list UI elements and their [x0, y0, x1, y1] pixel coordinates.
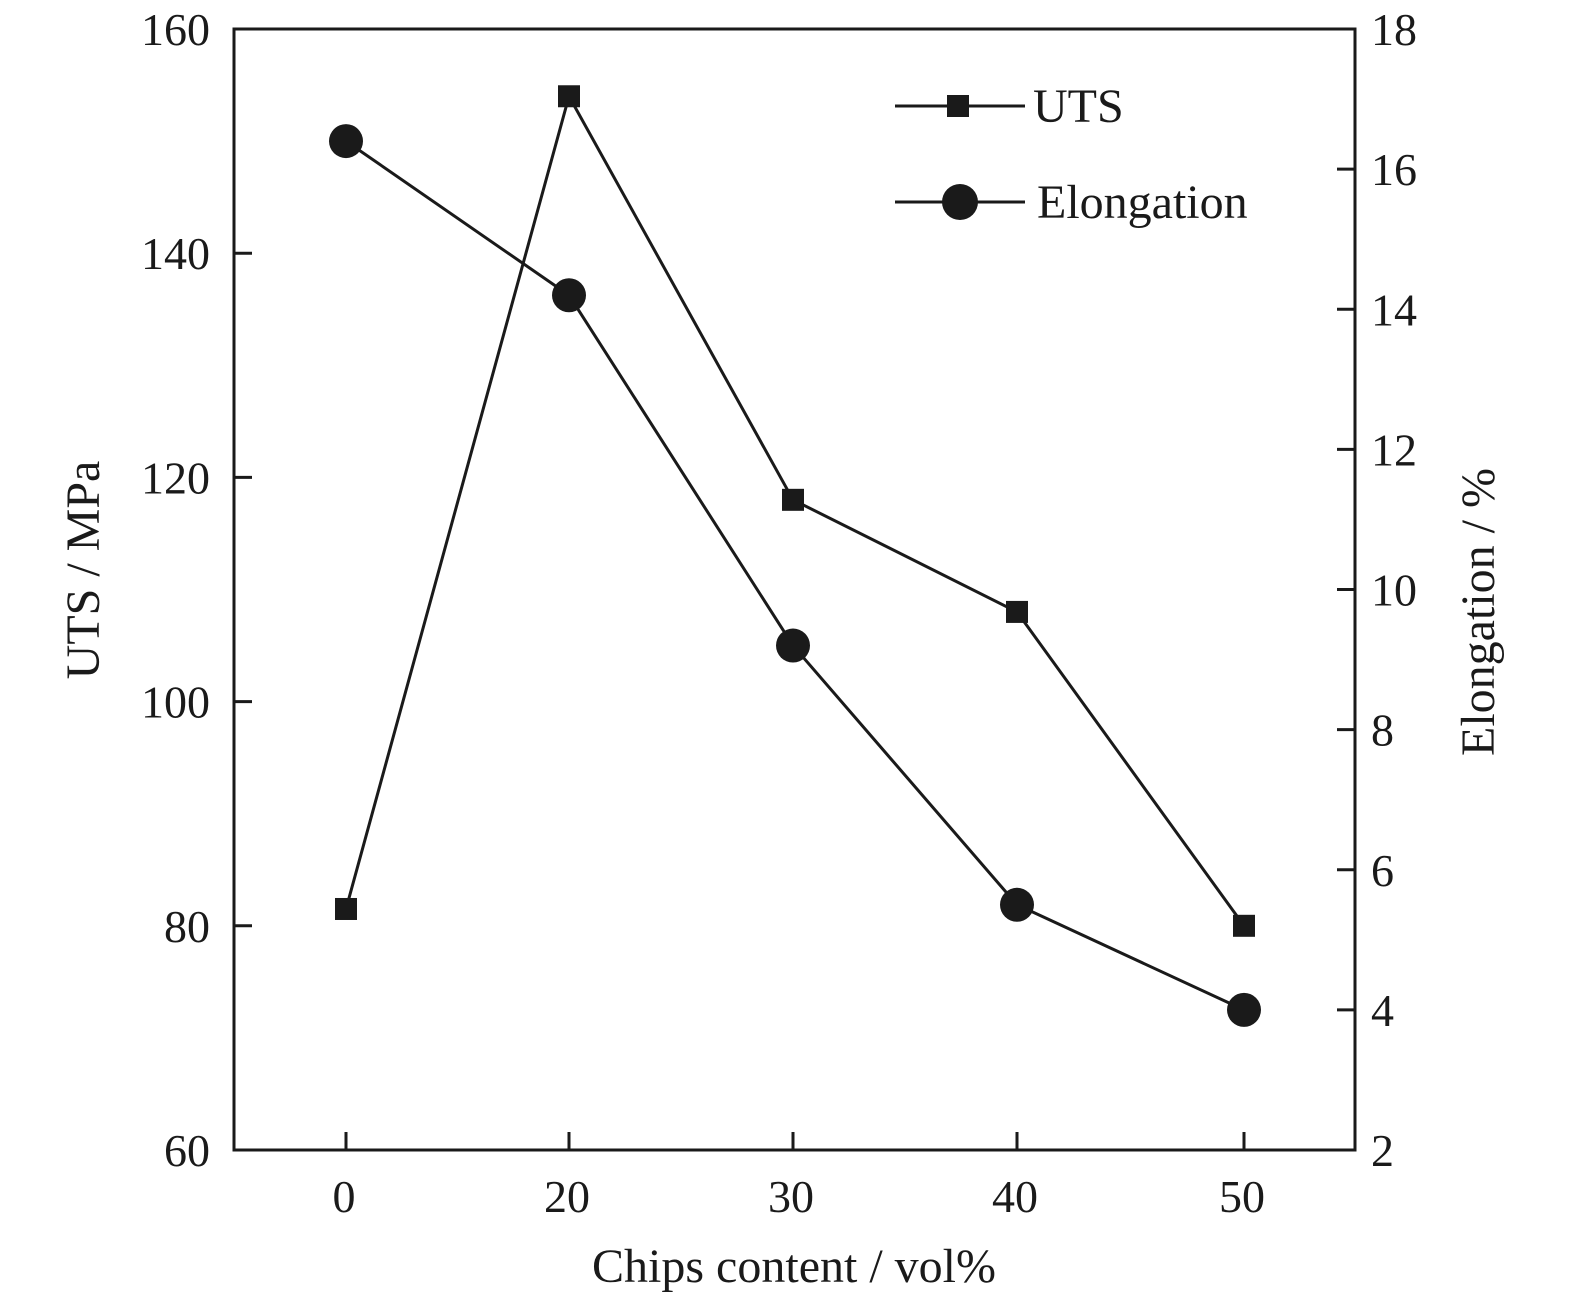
- uts-point: [782, 488, 804, 511]
- right-tick-label: 8: [1371, 705, 1394, 756]
- left-tick-label: 140: [141, 228, 210, 279]
- right-tick-label: 4: [1371, 985, 1394, 1036]
- legend: UTS Elongation: [895, 80, 1248, 229]
- right-tick-label: 2: [1371, 1125, 1394, 1176]
- right-axis-ticks: 2 4 6 8 10 12 14 16 18: [1337, 4, 1417, 1176]
- x-tick-label: 20: [544, 1171, 590, 1222]
- left-tick-label: 120: [141, 452, 210, 503]
- x-axis-title: Chips content / vol%: [592, 1240, 996, 1293]
- right-tick-label: 6: [1371, 845, 1394, 896]
- x-tick-label: 50: [1219, 1171, 1265, 1222]
- elongation-line: [345, 139, 1245, 1012]
- legend-elongation-marker: [942, 184, 978, 220]
- x-tick-label: 40: [992, 1171, 1038, 1222]
- uts-point: [1006, 600, 1028, 623]
- series-layer: [329, 85, 1261, 1027]
- left-axis-ticks: 60 80 100 120 140 160: [141, 4, 252, 1176]
- right-tick-label: 14: [1371, 284, 1417, 335]
- left-axis-title: UTS / MPa: [57, 461, 110, 680]
- elongation-point: [776, 628, 810, 663]
- left-tick-label: 60: [164, 1125, 210, 1176]
- x-tick-label: 30: [768, 1171, 814, 1222]
- left-tick-label: 160: [141, 4, 210, 55]
- elongation-point: [1000, 887, 1034, 922]
- left-tick-label: 100: [141, 677, 210, 728]
- x-axis-ticks: 0 20 30 40 50: [333, 1132, 1265, 1222]
- right-tick-label: 10: [1371, 565, 1417, 616]
- elongation-point: [1227, 992, 1261, 1027]
- x-tick-label: 0: [333, 1171, 356, 1222]
- right-axis-title: Elongation / %: [1452, 468, 1505, 756]
- legend-entry-uts: UTS: [895, 80, 1124, 133]
- legend-uts-marker: [947, 95, 969, 117]
- legend-uts-label: UTS: [1033, 80, 1124, 133]
- elongation-point: [552, 278, 586, 313]
- right-tick-label: 16: [1371, 144, 1417, 195]
- legend-elongation-label: Elongation: [1037, 176, 1248, 229]
- uts-point: [1233, 914, 1255, 937]
- elongation-point: [329, 124, 363, 159]
- left-tick-label: 80: [164, 901, 210, 952]
- legend-entry-elongation: Elongation: [895, 176, 1248, 229]
- uts-point: [335, 897, 357, 920]
- right-tick-label: 18: [1371, 4, 1417, 55]
- right-tick-label: 12: [1371, 424, 1417, 475]
- uts-point: [558, 85, 580, 108]
